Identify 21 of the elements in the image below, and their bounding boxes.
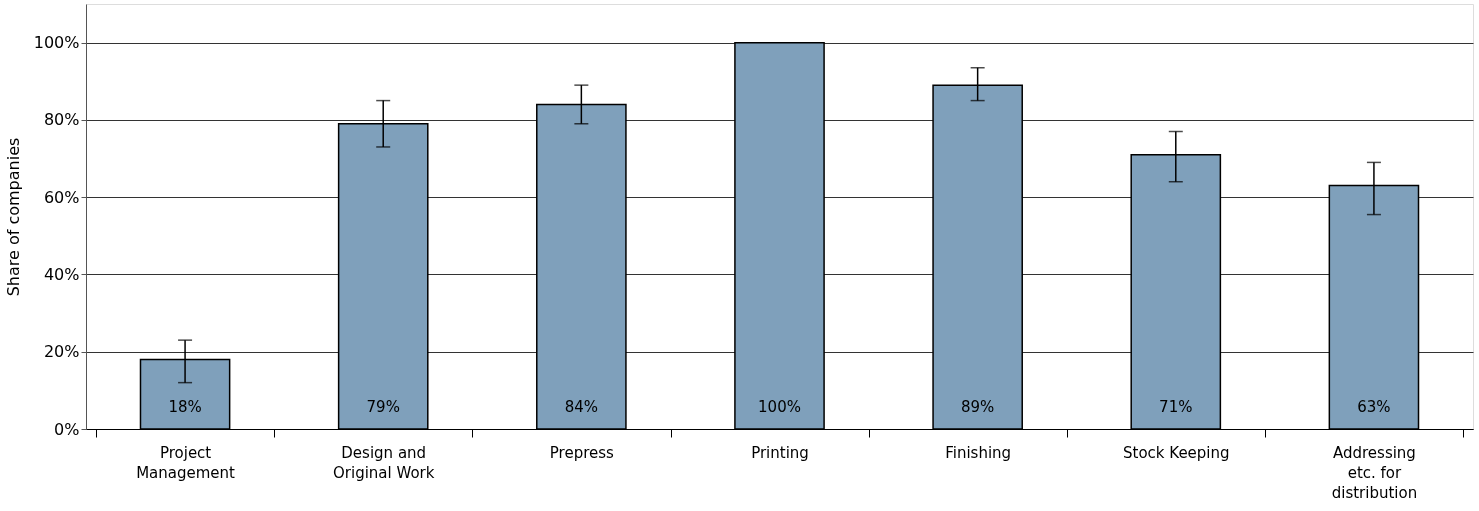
y-tick-label: 40% [43,264,80,284]
x-tick-label: Project Management [136,443,236,482]
data-label: 100% [758,398,801,416]
data-label: 89% [960,398,995,416]
x-tick-label: Addressing etc. for distribution [1331,443,1418,502]
x-tick-label: Printing [751,443,809,462]
y-tick-label: 80% [43,110,80,130]
y-tick-label: 20% [43,342,80,362]
x-tick-label: Prepress [549,443,615,462]
data-label: 71% [1159,398,1193,416]
y-tick-label: 100% [33,33,80,53]
x-tick-label: Stock Keeping [1123,443,1230,462]
x-tick-label: Design and Original Work [332,443,435,482]
y-tick-label: 60% [43,187,80,207]
data-label: 18% [168,398,202,416]
data-label: 84% [564,398,599,416]
data-label: 79% [366,398,400,416]
y-tick-label: 0% [54,419,80,439]
y-axis-title: Share of companies [3,137,23,297]
x-tick-label: Finishing [945,443,1012,462]
data-label: 63% [1357,398,1391,416]
